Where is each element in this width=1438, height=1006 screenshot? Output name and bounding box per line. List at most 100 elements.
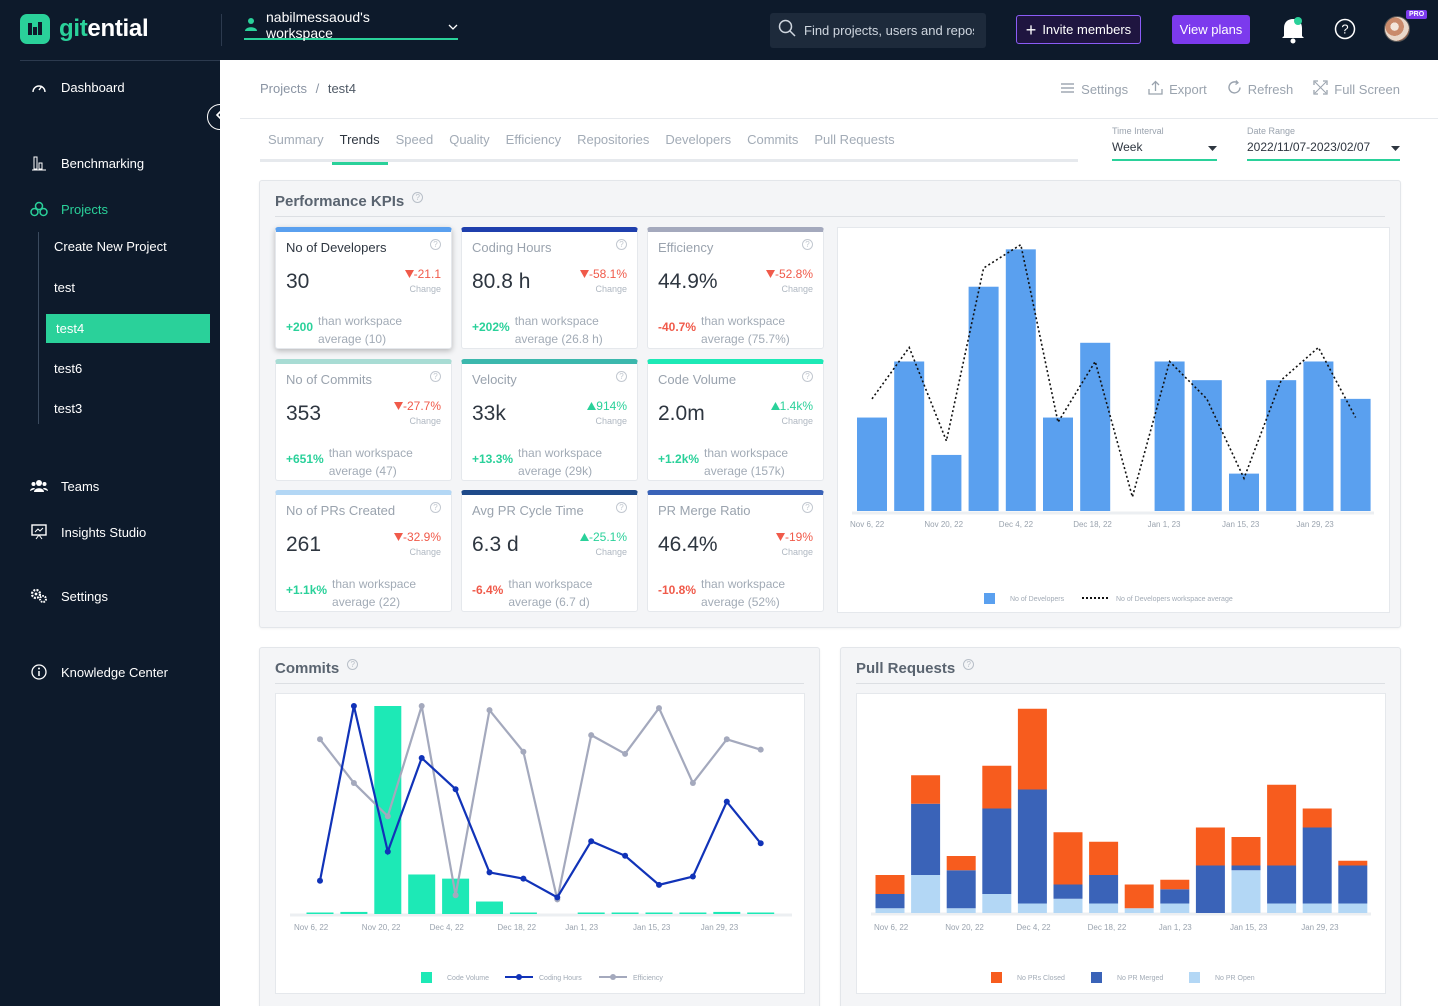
export-button[interactable]: Export — [1148, 80, 1207, 98]
kpi-card[interactable]: No of PRs Created? 261 -32.9% Change +1.1k% t… — [275, 490, 452, 612]
sidebar-item-insights[interactable]: Insights Studio — [30, 523, 146, 541]
workspace-selector[interactable]: nabilmessaoud's workspace — [244, 9, 458, 41]
legend-marker — [516, 974, 522, 980]
question-icon[interactable]: ? — [616, 502, 627, 513]
breadcrumb-projects[interactable]: Projects — [260, 81, 307, 96]
series-point — [317, 736, 323, 743]
bar — [611, 912, 639, 914]
kpi-card[interactable]: PR Merge Ratio? 46.4% -19% Change -10.8% than… — [647, 490, 824, 612]
triangle-up-icon — [579, 533, 589, 541]
stacked-bar-segment — [982, 808, 1012, 894]
tab-commits[interactable]: Commits — [747, 132, 799, 147]
series-line — [318, 705, 762, 899]
stacked-bar-segment — [1267, 865, 1297, 904]
tab-developers[interactable]: Developers — [665, 132, 732, 147]
search-input[interactable] — [804, 23, 974, 38]
date-range-select[interactable]: Date Range 2022/11/07-2023/02/07 — [1247, 126, 1400, 161]
x-tick-label: Dec 18, 22 — [1088, 923, 1127, 932]
series-point — [350, 779, 357, 786]
sidebar-item-teams[interactable]: Teams — [30, 477, 99, 495]
kpi-card[interactable]: Coding Hours? 80.8 h -58.1% Change +202% than… — [461, 227, 638, 349]
kpi-card[interactable]: Velocity? 33k 914% Change +13.3% than workspa… — [461, 359, 638, 481]
triangle-down-icon — [393, 533, 403, 541]
bar — [1340, 398, 1371, 511]
series-point — [520, 748, 527, 755]
question-icon[interactable]: ? — [616, 371, 627, 382]
bell-icon[interactable] — [1280, 16, 1306, 49]
kpi-value: 261 — [286, 533, 322, 556]
series-point — [418, 703, 425, 709]
search-box[interactable] — [770, 13, 986, 48]
x-tick-label: Jan 1, 23 — [565, 923, 598, 932]
kpi-workspace-compare: +13.3% than workspace average (29k) — [472, 446, 603, 478]
tab-efficiency[interactable]: Efficiency — [505, 132, 562, 147]
kpi-card[interactable]: Avg PR Cycle Time? 6.3 d -25.1% Change -6.4%… — [461, 490, 638, 612]
header-divider-line — [240, 118, 1438, 119]
sidebar-item-dashboard[interactable]: Dashboard — [30, 78, 125, 96]
tab-speed[interactable]: Speed — [395, 132, 434, 147]
kpi-card[interactable]: Efficiency? 44.9% -52.8% Change -40.7% than w… — [647, 227, 824, 349]
question-icon[interactable]: ? — [347, 659, 359, 670]
legend-label: No of Developers — [1010, 596, 1065, 603]
x-tick-label: Nov 6, 22 — [294, 923, 329, 932]
question-icon[interactable]: ? — [430, 239, 441, 250]
kpi-card[interactable]: No of Developers? 30 -21.1 Change +200 than w… — [275, 227, 452, 349]
tab-pull-requests[interactable]: Pull Requests — [814, 132, 895, 147]
question-icon[interactable]: ? — [430, 371, 441, 382]
kpi-title: Efficiency — [658, 240, 714, 255]
bar — [1191, 380, 1222, 511]
submenu-line — [38, 232, 39, 424]
series-point — [723, 736, 730, 743]
bar — [931, 454, 962, 511]
sidebar-create-project[interactable]: Create New Project — [54, 239, 167, 254]
x-tick-label: Dec 4, 22 — [1016, 923, 1051, 932]
kpi-workspace-compare: -6.4% than workspace average (6.7 d) — [472, 577, 593, 609]
question-icon[interactable]: ? — [802, 239, 813, 250]
question-icon[interactable]: ? — [430, 502, 441, 513]
kpi-card[interactable]: Code Volume? 2.0m 1.4k% Change +1.2k% than wo… — [647, 359, 824, 481]
series-point — [418, 755, 425, 761]
kpi-card[interactable]: No of Commits? 353 -27.7% Change +651% than w… — [275, 359, 452, 481]
sidebar-item-settings[interactable]: Settings — [30, 587, 108, 605]
sidebar-divider — [20, 60, 225, 61]
stacked-bar-segment — [1302, 827, 1332, 904]
refresh-button[interactable]: Refresh — [1227, 80, 1293, 98]
logo[interactable]: gitential — [20, 14, 149, 44]
tab-summary[interactable]: Summary — [268, 132, 324, 147]
sidebar-project-test[interactable]: test — [54, 280, 75, 295]
stacked-bar-segment — [875, 875, 905, 894]
x-tick-label: Nov 20, 22 — [945, 923, 984, 932]
time-interval-select[interactable]: Time Interval Week — [1112, 126, 1217, 161]
help-icon[interactable]: ? — [1334, 18, 1356, 45]
view-plans-button[interactable]: View plans — [1172, 15, 1250, 44]
bar — [1303, 361, 1334, 511]
sidebar-project-test3[interactable]: test3 — [54, 401, 83, 416]
stacked-bar-segment — [1231, 865, 1261, 871]
sidebar-project-test6[interactable]: test6 — [54, 361, 83, 376]
sidebar-item-benchmarking[interactable]: Benchmarking — [30, 154, 144, 172]
average-line — [871, 243, 1357, 501]
question-icon[interactable]: ? — [616, 239, 627, 250]
tab-trends[interactable]: Trends — [331, 130, 388, 165]
tab-quality[interactable]: Quality — [449, 132, 490, 147]
settings-button[interactable]: Settings — [1060, 80, 1128, 98]
sidebar-project-test4[interactable]: test4 — [46, 314, 210, 343]
question-icon[interactable]: ? — [802, 371, 813, 382]
bar — [679, 912, 707, 914]
question-icon[interactable]: ? — [963, 659, 975, 670]
tab-repositories[interactable]: Repositories — [577, 132, 650, 147]
fullscreen-button[interactable]: Full Screen — [1313, 80, 1400, 98]
pull-requests-panel: Pull Requests? Nov 6, 22 Nov 20, 22 Dec 4,… — [840, 647, 1401, 1006]
legend-label: No PR Open — [1215, 975, 1255, 982]
kpi-change: -52.8% Change — [765, 267, 813, 294]
stacked-bar-segment — [1195, 827, 1225, 866]
kpi-change: 914% Change — [587, 399, 627, 426]
question-icon[interactable]: ? — [802, 502, 813, 513]
avatar[interactable] — [1384, 16, 1410, 42]
invite-members-button[interactable]: + Invite members — [1016, 15, 1141, 44]
chevron-down-icon — [448, 17, 458, 33]
stacked-bar-segment — [1017, 708, 1047, 790]
sidebar-item-projects[interactable]: Projects — [30, 200, 108, 218]
sidebar-item-knowledge[interactable]: Knowledge Center — [30, 663, 168, 681]
question-icon[interactable]: ? — [412, 192, 424, 203]
